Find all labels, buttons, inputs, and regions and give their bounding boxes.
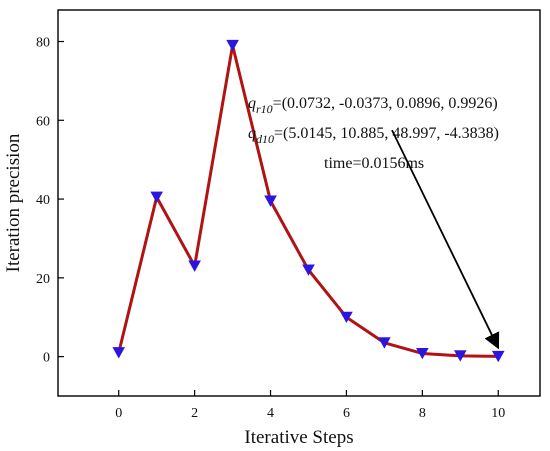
- x-tick-label: 6: [343, 406, 350, 421]
- y-axis-title: Iteration precision: [3, 133, 24, 272]
- series-line-segment: [420, 351, 462, 358]
- series-line-segment: [306, 268, 348, 319]
- annotation-qd10-value: =(5.0145, 10.885, 48.997, -4.3838): [274, 125, 499, 142]
- data-point-marker: [264, 195, 277, 207]
- data-point-marker: [340, 311, 353, 324]
- series-line-segment: [269, 199, 310, 272]
- x-tick-label: 0: [115, 406, 122, 421]
- annotation-qr10: qr10=(0.0732, -0.0373, 0.0896, 0.9926): [248, 95, 498, 116]
- plot-frame: [57, 9, 541, 397]
- y-tick-label: 60: [36, 114, 50, 129]
- annotation-qr10-symbol: q: [248, 95, 256, 112]
- annotation-qd10-subscript: d10: [256, 132, 274, 146]
- series-line-segment: [458, 354, 500, 358]
- series-line-segment: [382, 341, 424, 355]
- annotation-qr10-subscript: r10: [256, 102, 273, 116]
- series-line-segment: [344, 315, 386, 345]
- series-line-segment: [193, 43, 235, 268]
- data-point-marker: [112, 347, 126, 359]
- annotation-arrow: [391, 129, 500, 350]
- y-tick-label: 80: [36, 36, 50, 51]
- x-tick-label: 2: [191, 406, 198, 421]
- y-axis-ticks: 0 20 40 60 80: [36, 36, 64, 366]
- series-layer: [117, 43, 500, 358]
- series-line-segment: [117, 195, 159, 355]
- series-line-segment: [155, 195, 197, 268]
- data-point-marker: [378, 337, 391, 349]
- data-point-marker: [188, 260, 201, 272]
- annotation-time: time=0.0156ms: [324, 155, 424, 172]
- series-line-segment: [231, 43, 273, 203]
- x-tick-label: 4: [267, 406, 274, 421]
- x-axis-ticks: 0 2 4 6 8 10: [115, 390, 505, 421]
- x-tick-label: 10: [491, 406, 505, 421]
- y-tick-label: 20: [36, 272, 50, 287]
- annotation-qd10: qd10=(5.0145, 10.885, 48.997, -4.3838): [248, 125, 499, 146]
- data-point-marker: [226, 39, 239, 52]
- annotation-qd10-symbol: q: [248, 125, 256, 142]
- annotation-qr10-value: =(0.0732, -0.0373, 0.0896, 0.9926): [273, 95, 498, 112]
- x-axis-title: Iterative Steps: [244, 427, 353, 448]
- marker-layer: [112, 39, 505, 363]
- data-point-marker: [150, 191, 163, 203]
- data-point-marker: [416, 347, 429, 360]
- data-point-marker: [302, 264, 315, 276]
- x-tick-label: 8: [419, 406, 426, 421]
- y-tick-label: 0: [43, 351, 50, 366]
- data-point-marker: [491, 350, 505, 363]
- data-point-marker: [453, 350, 467, 362]
- y-tick-label: 40: [36, 193, 50, 208]
